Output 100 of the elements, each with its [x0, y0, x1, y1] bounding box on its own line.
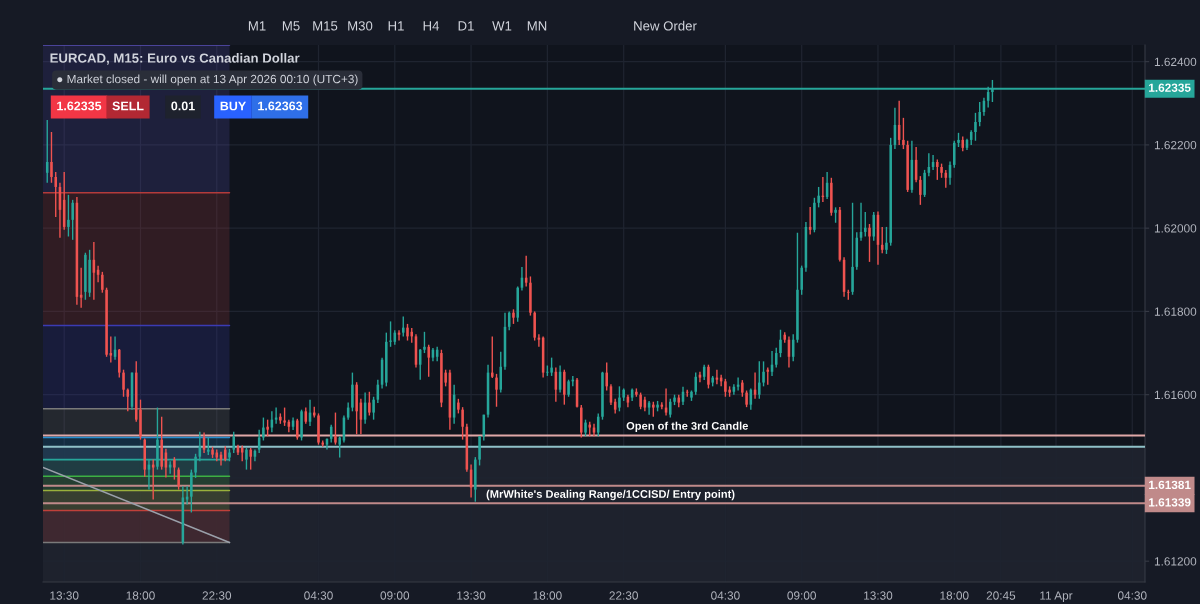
y-tick-label: 1.62000	[1154, 224, 1197, 233]
candlestick	[499, 351, 503, 394]
candlestick	[885, 226, 888, 255]
candlestick	[741, 379, 744, 398]
candlestick	[232, 431, 235, 454]
x-tick-label: 13:30	[50, 591, 79, 600]
candlestick	[758, 360, 761, 400]
candlestick	[495, 373, 498, 408]
text: ● Market closed - will open at 13 Apr 2026 00:10 (UTC+3)	[57, 74, 358, 86]
candlestick	[656, 400, 659, 413]
candlestick	[126, 387, 130, 413]
candlestick	[601, 371, 604, 421]
x-tick-label: 22:30	[609, 591, 638, 600]
candlestick	[605, 361, 608, 392]
candlestick	[177, 466, 180, 491]
y-tick-label: 1.61200	[1154, 557, 1197, 566]
candlestick	[88, 249, 91, 298]
y-tick-label: 1.61800	[1154, 307, 1197, 316]
x-tick-label: 18:00	[940, 591, 969, 600]
text: EURCAD, M15: Euro vs Canadian Dollar	[50, 53, 300, 65]
candlestick	[774, 346, 778, 369]
candlestick	[830, 177, 833, 217]
text: M1	[248, 21, 266, 31]
candlestick	[50, 131, 53, 184]
candlestick	[245, 447, 248, 471]
candlestick	[67, 194, 70, 238]
annotation: Open of the 3rd Candle	[626, 421, 748, 432]
candlestick	[109, 335, 113, 364]
x-tick-label: 13:30	[864, 591, 893, 600]
text: M15	[313, 21, 338, 31]
candlestick	[372, 396, 375, 421]
candlestick	[45, 119, 49, 184]
candlestick	[567, 378, 570, 398]
candlestick	[317, 412, 320, 446]
text: H1	[388, 21, 404, 31]
candlestick	[351, 371, 354, 413]
y-tick-label: 1.62400	[1154, 57, 1197, 67]
candlestick	[936, 158, 939, 181]
candlestick	[978, 101, 981, 127]
candlestick	[639, 391, 642, 410]
candlestick	[923, 169, 926, 198]
candlestick	[919, 175, 922, 206]
candlestick	[813, 197, 816, 234]
text: D1	[458, 21, 474, 31]
x-tick-label: 04:30	[711, 591, 740, 600]
candlestick	[779, 329, 782, 358]
candlestick	[652, 401, 655, 418]
x-tick-label: 18:00	[126, 591, 155, 600]
text: M30	[348, 21, 373, 31]
candlestick	[249, 447, 252, 471]
candlestick	[84, 252, 87, 301]
candlestick	[724, 378, 727, 398]
candlestick	[406, 323, 409, 342]
candlestick	[957, 132, 960, 148]
candlestick	[872, 211, 876, 242]
candlestick	[173, 456, 176, 481]
candlestick	[283, 406, 286, 427]
candlestick	[461, 406, 464, 441]
x-tick-label: 20:45	[986, 591, 1016, 600]
ref-line-label: 1.62335	[1149, 83, 1191, 92]
x-tick-label: 11 Apr	[1040, 591, 1073, 603]
candlestick	[105, 286, 108, 358]
candlestick	[546, 364, 549, 377]
candlestick	[355, 381, 358, 435]
x-tick-label: 09:00	[787, 591, 816, 600]
candlestick	[618, 385, 621, 413]
text: New Order	[634, 20, 697, 31]
candlestick	[584, 418, 587, 437]
candlestick	[507, 310, 511, 331]
candlestick	[745, 389, 748, 408]
candlestick	[457, 398, 460, 415]
annotation: 1.62363	[258, 101, 303, 111]
candlestick	[563, 369, 566, 406]
y-tick-label: 1.62200	[1154, 140, 1197, 150]
candlestick	[550, 356, 553, 377]
candlestick	[211, 446, 214, 459]
candlestick	[440, 349, 443, 408]
text: MN	[527, 21, 547, 31]
candlestick	[707, 364, 710, 390]
y-tick-label: 1.61600	[1154, 390, 1197, 400]
x-tick-label: 18:00	[533, 591, 562, 600]
candlestick	[635, 387, 638, 398]
annotation: (MrWhite's Dealing Range/1CCISD/ Entry point)	[486, 489, 735, 501]
candlestick	[940, 162, 943, 179]
x-tick-label: 22:30	[202, 591, 232, 600]
candlestick	[71, 199, 74, 241]
candlestick	[122, 369, 125, 398]
ref-line-label: 1.61339	[1149, 498, 1191, 507]
candlestick	[529, 275, 532, 317]
candlestick	[334, 411, 337, 446]
ref-line-label: 1.61381	[1149, 480, 1191, 490]
candlestick	[694, 371, 697, 396]
candlestick	[262, 416, 265, 442]
candlestick	[296, 418, 299, 441]
candlestick	[101, 271, 104, 294]
candlestick	[533, 310, 536, 342]
x-tick-label: 09:00	[380, 591, 410, 600]
candlestick	[762, 360, 765, 388]
annotation: BUY	[220, 101, 246, 111]
candlestick	[54, 171, 57, 218]
